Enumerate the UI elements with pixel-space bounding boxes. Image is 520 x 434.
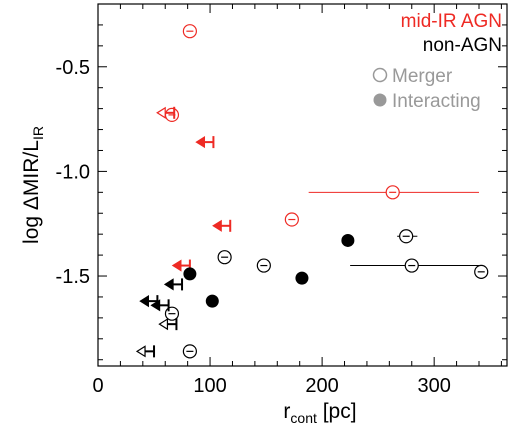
x-axis-title: rcont [pc]: [283, 400, 356, 426]
data-point-filled: [206, 295, 219, 308]
legend-open-circle-icon: [374, 69, 387, 82]
legend-label-interacting: Interacting: [392, 91, 481, 112]
axis-ticks: [98, 4, 507, 366]
upper-limit-arrow-filled: [140, 296, 148, 306]
upper-limit-arrow-open: [157, 108, 165, 118]
upper-limit-arrow-filled: [165, 279, 173, 289]
legend: mid-IR AGN non-AGN Merger Interacting: [374, 11, 503, 112]
y-axis-title-main: log ΔMIR/L: [20, 140, 43, 244]
upper-limit-arrow-open: [159, 319, 167, 329]
legend-label-mid-ir-agn: mid-IR AGN: [401, 11, 502, 32]
x-tick-label: 300: [417, 375, 450, 397]
legend-label-non-agn: non-AGN: [423, 35, 502, 56]
legend-label-merger: Merger: [392, 66, 453, 87]
x-tick-label: 200: [305, 375, 338, 397]
y-tick-label: -1.0: [56, 161, 90, 183]
y-axis-title: log ΔMIR/LIR: [20, 126, 46, 244]
upper-limit-arrow-filled: [173, 261, 181, 271]
x-axis-title-main: r: [283, 400, 290, 423]
upper-limit-arrow-filled: [213, 221, 221, 231]
plot-frame: [98, 4, 507, 366]
upper-limit-arrow-open: [137, 346, 145, 356]
data-point-filled: [183, 267, 196, 280]
y-tick-label: -1.5: [56, 266, 90, 288]
data-point-filled: [295, 272, 308, 285]
y-axis-title-subscript: IR: [30, 126, 46, 140]
x-tick-label: 0: [92, 375, 103, 397]
x-axis-title-subscript: cont: [290, 410, 317, 426]
y-tick-label: -0.5: [56, 57, 90, 79]
data-point-filled: [341, 234, 354, 247]
x-axis-title-unit: [pc]: [317, 400, 357, 423]
legend-filled-circle-icon: [374, 94, 387, 107]
x-tick-label: 100: [193, 375, 226, 397]
upper-limit-arrow-filled: [196, 137, 204, 147]
